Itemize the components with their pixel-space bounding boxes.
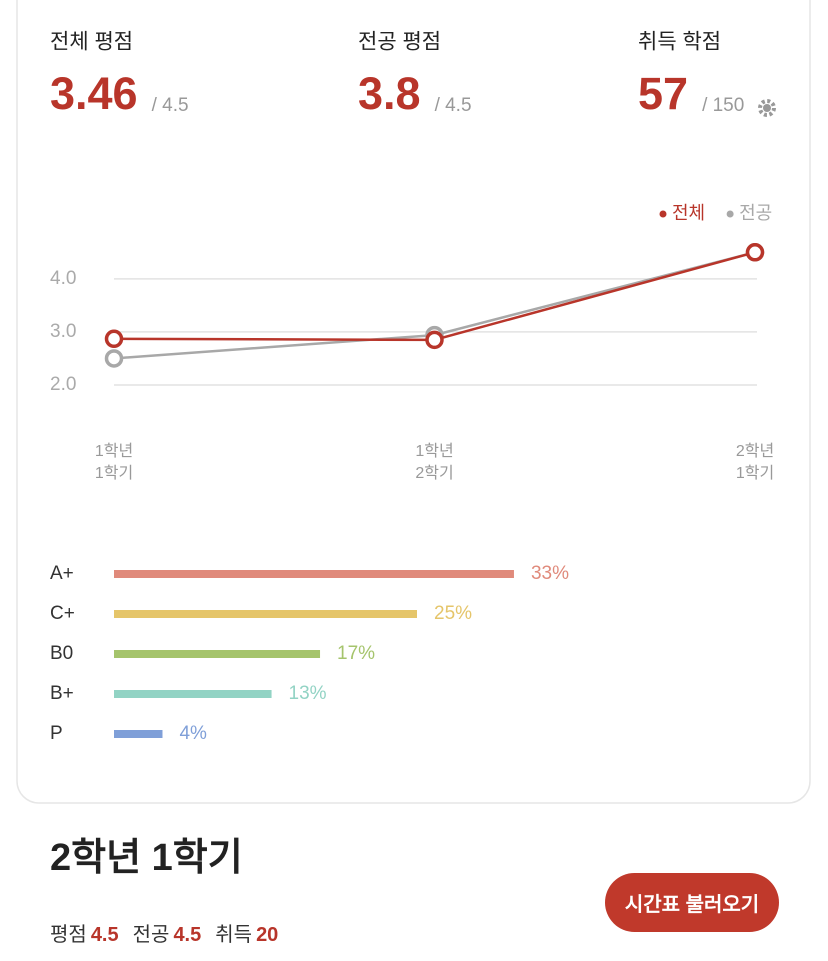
bar: [114, 570, 514, 578]
stat-label: 취득: [215, 924, 253, 946]
summary-value: 57: [638, 68, 688, 119]
stat-value: 4.5: [90, 924, 119, 946]
summary-value: 3.46: [50, 68, 138, 119]
category-label: C+: [50, 603, 75, 624]
summary-max: / 4.5: [152, 95, 189, 116]
legend-label: 전체: [672, 203, 705, 223]
stat: 전공 4.5: [133, 918, 202, 947]
summary-value: 3.8: [358, 68, 421, 119]
value-label: 33%: [531, 563, 569, 584]
settings-icon[interactable]: [758, 99, 776, 117]
value-label: 25%: [434, 603, 472, 624]
stat: 평점 4.5: [50, 918, 119, 947]
x-tick-label: 1학년 1학기: [94, 443, 134, 482]
point: [425, 330, 444, 350]
point: [104, 329, 124, 349]
stat-value: 4.5: [173, 924, 202, 946]
legend-marker: [659, 210, 667, 218]
stat-label: 평점: [50, 924, 87, 946]
bar: [114, 610, 417, 618]
stat-value: 20: [256, 924, 279, 946]
stat: 취득 20: [215, 918, 278, 947]
x-tick-label: 2학년 1학기: [735, 443, 775, 482]
semester-stats: 평점 4.5 전공 4.5 취득 20: [50, 918, 278, 947]
point: [745, 243, 765, 262]
legend-label: 전공: [739, 203, 772, 223]
summary-label: 전체 평점: [50, 31, 133, 54]
category-label: A+: [50, 563, 74, 584]
card: [16, 0, 811, 804]
bar: [114, 690, 272, 698]
x-tick-label: 1학년 2학기: [415, 443, 454, 482]
category-label: P: [50, 723, 63, 744]
y-tick-label: 3.0: [50, 321, 76, 342]
summary-max: / 4.5: [435, 95, 472, 116]
summary-max: / 150: [702, 95, 744, 116]
value-label: 13%: [289, 683, 327, 704]
summary-label: 전공 평점: [358, 31, 441, 54]
point: [104, 349, 124, 368]
y-tick-label: 2.0: [50, 374, 76, 395]
bar: [114, 730, 163, 738]
value-label: 4%: [179, 723, 207, 744]
load-timetable-button[interactable]: 시간표 불러오기: [605, 873, 779, 932]
semester-title: 2학년 1학기: [50, 837, 243, 879]
category-label: B0: [50, 643, 73, 664]
stat-label: 전공: [132, 924, 170, 946]
legend-marker: [726, 210, 734, 218]
y-tick-label: 4.0: [50, 268, 76, 289]
summary-label: 취득 학점: [638, 31, 721, 54]
bar: [114, 650, 321, 658]
value-label: 17%: [337, 643, 375, 664]
category-label: B+: [50, 683, 74, 704]
